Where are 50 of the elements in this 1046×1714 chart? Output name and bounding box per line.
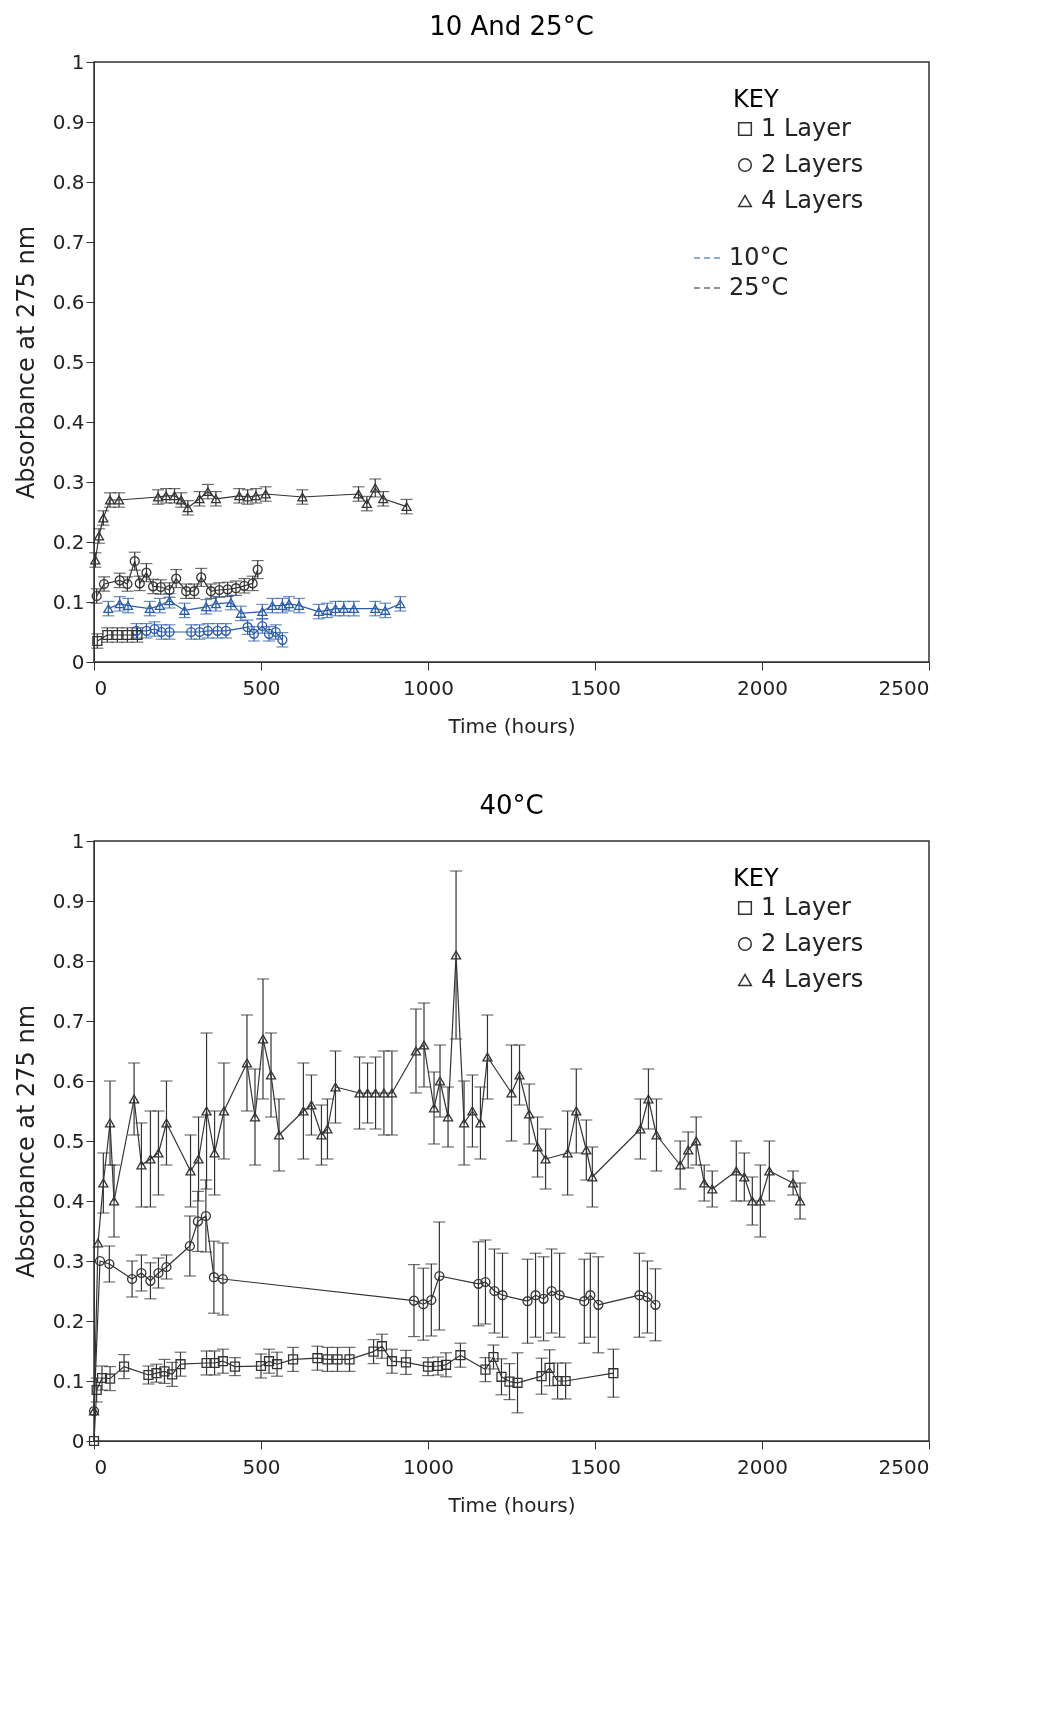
legend-title: KEY xyxy=(733,85,779,113)
x-tick-label: 0 xyxy=(94,1454,108,1479)
y-tick-label: 0 xyxy=(71,1428,85,1453)
x-tick-label: 1000 xyxy=(403,675,454,700)
y-tick-label: 0.7 xyxy=(52,1008,85,1033)
y-tick-label: 1 xyxy=(71,828,85,853)
annotation: 10°C xyxy=(729,243,789,271)
y-tick-label: 0.8 xyxy=(52,948,85,973)
y-tick-label: 0.8 xyxy=(52,169,85,194)
legend-label: 4 Layers xyxy=(761,965,864,993)
y-tick-label: 0.6 xyxy=(52,1068,85,1093)
y-tick-label: 0.2 xyxy=(52,1308,85,1333)
legend-label: 1 Layer xyxy=(761,893,851,921)
y-tick-label: 0.4 xyxy=(52,409,85,434)
x-tick-label: 1000 xyxy=(403,1454,454,1479)
x-tick-label: 1500 xyxy=(570,675,621,700)
legend-label: 1 Layer xyxy=(761,114,851,142)
y-tick-label: 0.1 xyxy=(52,589,85,614)
y-tick-label: 0.9 xyxy=(52,888,85,913)
x-axis-title: Time (hours) xyxy=(447,1492,576,1517)
y-tick-label: 0.5 xyxy=(52,349,85,374)
y-axis-title: Absorbance at 275 nm xyxy=(11,225,40,500)
x-tick-label: 2000 xyxy=(737,1454,788,1479)
x-tick-label: 1500 xyxy=(570,1454,621,1479)
x-tick-label: 0 xyxy=(94,675,108,700)
chart-title: 40°C xyxy=(479,790,544,820)
y-tick-label: 0.3 xyxy=(52,1248,85,1273)
y-tick-label: 0.9 xyxy=(52,109,85,134)
y-tick-label: 0.5 xyxy=(52,1128,85,1153)
y-tick-label: 0 xyxy=(71,649,85,674)
y-tick-label: 0.2 xyxy=(52,529,85,554)
x-tick-label: 2500 xyxy=(878,675,930,700)
y-tick-label: 1 xyxy=(71,49,85,74)
x-axis-title: Time (hours) xyxy=(447,713,576,738)
legend-label: 4 Layers xyxy=(761,186,864,214)
legend-title: KEY xyxy=(733,864,779,892)
x-tick-label: 500 xyxy=(242,1454,281,1479)
annotation: 25°C xyxy=(729,273,789,301)
x-tick-label: 2000 xyxy=(737,675,788,700)
x-tick-label: 500 xyxy=(242,675,281,700)
chart-title: 10 And 25°C xyxy=(429,11,594,41)
legend-label: 2 Layers xyxy=(761,150,864,178)
y-tick-label: 0.6 xyxy=(52,289,85,314)
y-tick-label: 0.4 xyxy=(52,1188,85,1213)
y-tick-label: 0.7 xyxy=(52,229,85,254)
y-tick-label: 0.1 xyxy=(52,1368,85,1393)
x-tick-label: 2500 xyxy=(878,1454,930,1479)
y-tick-label: 0.3 xyxy=(52,469,85,494)
legend-label: 2 Layers xyxy=(761,929,864,957)
y-axis-title: Absorbance at 275 nm xyxy=(11,1004,40,1279)
